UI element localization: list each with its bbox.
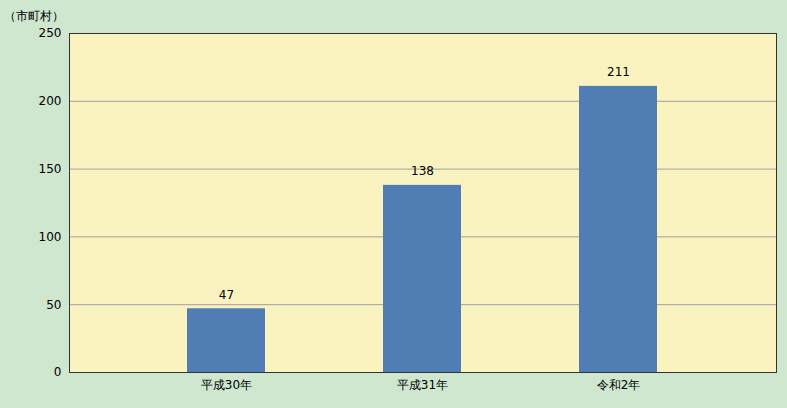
svg-text:（市町村）: （市町村） <box>4 9 64 23</box>
svg-text:250: 250 <box>39 26 62 40</box>
svg-text:平成31年: 平成31年 <box>397 378 448 392</box>
svg-text:令和2年: 令和2年 <box>597 378 641 392</box>
svg-text:150: 150 <box>39 162 62 176</box>
svg-text:211: 211 <box>607 65 630 79</box>
svg-text:0: 0 <box>54 365 62 379</box>
svg-text:100: 100 <box>39 230 62 244</box>
svg-text:200: 200 <box>39 94 62 108</box>
svg-text:47: 47 <box>219 288 234 302</box>
svg-text:平成30年: 平成30年 <box>201 378 252 392</box>
svg-text:50: 50 <box>46 298 61 312</box>
svg-text:138: 138 <box>411 164 434 178</box>
